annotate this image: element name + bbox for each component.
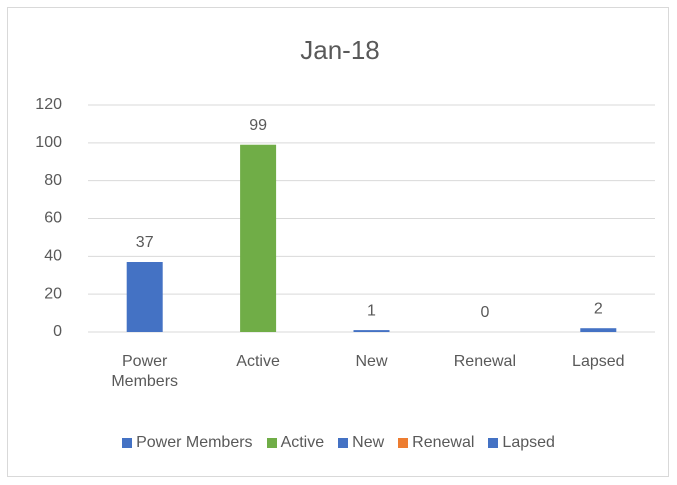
legend-swatch [398,438,409,448]
data-label: 0 [480,304,489,321]
legend-item: Lapsed [488,434,555,452]
chart-frame [7,7,669,477]
y-tick-label: 20 [44,285,62,302]
chart-title: Jan-18 [300,35,380,65]
legend-label: Active [280,434,325,451]
legend-label: Renewal [412,434,475,451]
legend-swatch [266,438,277,448]
legend: Power Members Active New Renewal Lapsed [0,434,677,452]
legend-swatch [122,438,133,448]
legend-item: Active [266,434,325,452]
x-tick-label: Active [236,353,280,370]
y-tick-label: 120 [35,96,62,113]
legend-item: New [338,434,384,452]
y-tick-label: 60 [44,210,62,227]
legend-label: Lapsed [502,434,555,451]
data-label: 99 [249,117,267,134]
bar [126,262,163,332]
x-tick-label: Lapsed [572,353,625,370]
y-tick-label: 80 [44,172,62,189]
legend-label: New [352,434,385,451]
y-tick-label: 100 [35,134,62,151]
y-tick-label: 40 [44,248,62,265]
x-tick-label: Renewal [453,353,517,370]
data-label: 37 [136,234,154,251]
x-tick-label: Power Members [111,353,179,390]
y-tick-label: 0 [53,323,62,340]
legend-swatch [338,438,349,448]
data-label: 2 [594,300,603,317]
legend-item: Power Members [122,434,253,452]
bar [580,328,617,332]
bar [240,144,277,332]
x-tick-label: New [355,353,388,370]
legend-item: Renewal [398,434,474,452]
legend-swatch [488,438,499,448]
bar [353,330,390,332]
legend-label: Power Members [136,434,253,451]
data-label: 1 [367,302,376,319]
